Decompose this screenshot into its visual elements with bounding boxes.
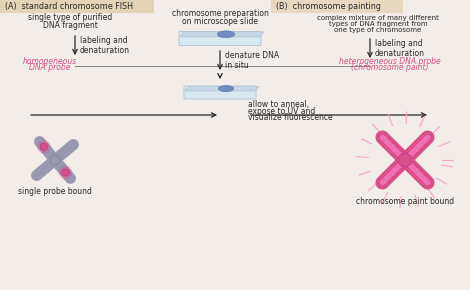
Circle shape [40,143,47,150]
Text: chromosome preparation: chromosome preparation [172,10,268,19]
Circle shape [50,155,60,165]
Circle shape [39,142,49,152]
Text: single type of purified: single type of purified [28,14,112,23]
Ellipse shape [217,31,235,38]
Circle shape [398,153,412,167]
Polygon shape [185,86,259,91]
Text: DNA probe: DNA probe [29,64,71,72]
Text: labeling and
denaturation: labeling and denaturation [80,36,130,55]
FancyBboxPatch shape [0,0,154,13]
Text: expose to UV and: expose to UV and [248,106,315,115]
Text: heterogeneous DNA probe: heterogeneous DNA probe [339,57,441,66]
Text: (A)  standard chromosome FISH: (A) standard chromosome FISH [5,2,133,11]
Text: homogeneous: homogeneous [23,57,77,66]
Circle shape [62,169,69,176]
Polygon shape [180,32,264,37]
Circle shape [58,166,72,180]
Text: labeling and
denaturation: labeling and denaturation [375,39,425,58]
Circle shape [37,140,51,154]
FancyBboxPatch shape [271,0,403,13]
Text: (chromosome paint): (chromosome paint) [351,64,429,72]
Text: denature DNA
in situ: denature DNA in situ [225,51,279,70]
Ellipse shape [218,85,234,92]
Text: single probe bound: single probe bound [18,188,92,197]
Text: one type of chromosome: one type of chromosome [334,27,422,33]
Text: (B)  chromosome painting: (B) chromosome painting [276,2,381,11]
Circle shape [61,168,70,177]
Text: complex mixture of many different: complex mixture of many different [317,15,439,21]
Text: DNA fragment: DNA fragment [43,21,97,30]
FancyBboxPatch shape [184,86,256,99]
Text: visualize fluorescence: visualize fluorescence [248,113,333,122]
Text: types of DNA fragment from: types of DNA fragment from [329,21,427,27]
Text: chromosome paint bound: chromosome paint bound [356,197,454,206]
Text: on microscope slide: on microscope slide [182,17,258,26]
FancyBboxPatch shape [179,32,261,46]
Text: allow to anneal,: allow to anneal, [248,99,309,108]
